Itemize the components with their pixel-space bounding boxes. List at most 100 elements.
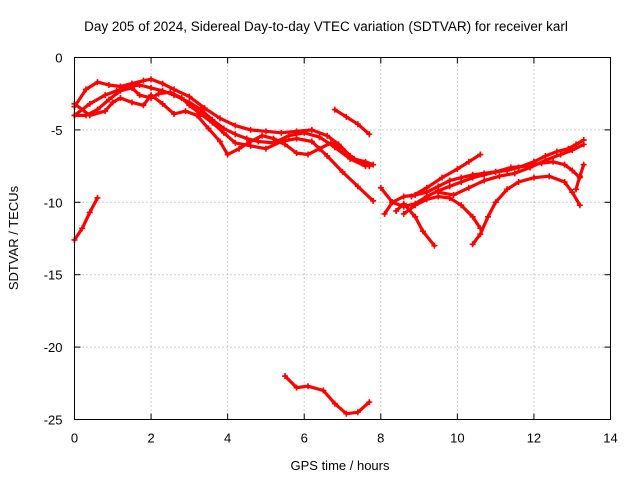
data-point xyxy=(94,194,101,201)
data-point xyxy=(86,112,93,119)
data-point xyxy=(580,141,587,148)
data-point xyxy=(400,200,407,207)
data-point xyxy=(324,152,331,159)
data-point xyxy=(117,95,124,102)
data-point xyxy=(339,168,346,175)
data-point xyxy=(569,147,576,154)
data-point xyxy=(576,202,583,209)
data-point xyxy=(408,193,415,200)
series-line xyxy=(409,152,482,199)
data-point xyxy=(530,174,537,181)
data-point xyxy=(515,179,522,186)
data-point xyxy=(481,177,488,184)
data-point xyxy=(255,138,262,145)
x-tick-label: 4 xyxy=(224,431,231,446)
data-point xyxy=(171,110,178,117)
data-point xyxy=(86,100,93,107)
series-sat-m xyxy=(469,173,583,248)
data-point xyxy=(209,119,216,126)
series-line xyxy=(379,160,582,209)
data-point xyxy=(331,106,338,113)
data-point xyxy=(128,99,135,106)
data-point xyxy=(542,157,549,164)
data-point xyxy=(320,387,327,394)
data-point xyxy=(366,399,373,406)
data-point xyxy=(136,92,143,99)
data-point xyxy=(370,161,377,168)
series-sat-f xyxy=(331,106,373,138)
data-point xyxy=(282,373,289,380)
y-tick-label: -15 xyxy=(44,268,63,283)
series-line xyxy=(394,202,436,248)
data-point xyxy=(155,90,162,97)
data-point xyxy=(412,202,419,209)
series-line xyxy=(333,107,371,136)
data-point xyxy=(140,102,147,109)
axis-ticks: 0 2 4 6 8 10 12 14 0 -5 -10 -15 -20 -25 xyxy=(44,51,618,446)
x-axis-label: GPS time / hours xyxy=(291,458,390,473)
data-point xyxy=(527,164,534,171)
data-point xyxy=(423,184,430,191)
series-sat-i xyxy=(377,158,583,210)
data-point xyxy=(561,179,568,186)
data-point xyxy=(186,93,193,100)
data-point xyxy=(148,92,155,99)
data-point xyxy=(465,184,472,191)
data-point xyxy=(167,89,174,96)
data-point xyxy=(247,126,254,133)
series-sat-l xyxy=(408,151,484,200)
data-point xyxy=(232,131,239,138)
data-point xyxy=(102,108,109,115)
data-point xyxy=(370,197,377,204)
data-point xyxy=(573,141,580,148)
series-sat-k xyxy=(400,193,484,232)
y-axis-label: SDTVAR / TECUs xyxy=(6,185,21,290)
data-point xyxy=(293,150,300,157)
x-tick-label: 2 xyxy=(147,431,154,446)
data-point xyxy=(270,135,277,142)
data-point xyxy=(507,164,514,171)
data-point xyxy=(439,174,446,181)
data-point xyxy=(469,241,476,248)
data-point xyxy=(159,100,166,107)
data-point xyxy=(308,126,315,133)
data-point xyxy=(262,145,269,152)
data-point xyxy=(343,113,350,120)
data-point xyxy=(278,129,285,136)
series-sat-o xyxy=(573,161,587,193)
data-point xyxy=(450,192,457,199)
y-tick-label: -20 xyxy=(44,340,63,355)
data-point xyxy=(128,84,135,91)
y-tick-label: -25 xyxy=(44,413,63,428)
data-point xyxy=(86,209,93,216)
data-point xyxy=(308,138,315,145)
data-point xyxy=(293,135,300,142)
data-point xyxy=(328,139,335,146)
data-point xyxy=(393,207,400,214)
data-point xyxy=(159,80,166,87)
series-sat-g xyxy=(282,373,373,417)
data-point xyxy=(458,202,465,209)
data-point xyxy=(79,225,86,232)
data-point xyxy=(481,171,488,178)
data-point xyxy=(186,102,193,109)
series-line xyxy=(72,83,368,168)
series-line xyxy=(72,196,100,242)
data-point xyxy=(431,242,438,249)
data-point xyxy=(400,210,407,217)
data-point xyxy=(105,96,112,103)
data-point xyxy=(247,138,254,145)
data-point xyxy=(553,148,560,155)
data-point xyxy=(316,145,323,152)
data-point xyxy=(262,128,269,135)
data-point xyxy=(350,155,357,162)
data-point xyxy=(109,99,116,106)
data-point xyxy=(105,82,112,89)
data-point xyxy=(377,184,384,191)
series-sat-d xyxy=(71,92,377,168)
data-point xyxy=(236,145,243,152)
data-point xyxy=(504,186,511,193)
data-point xyxy=(561,161,568,168)
data-point xyxy=(305,151,312,158)
